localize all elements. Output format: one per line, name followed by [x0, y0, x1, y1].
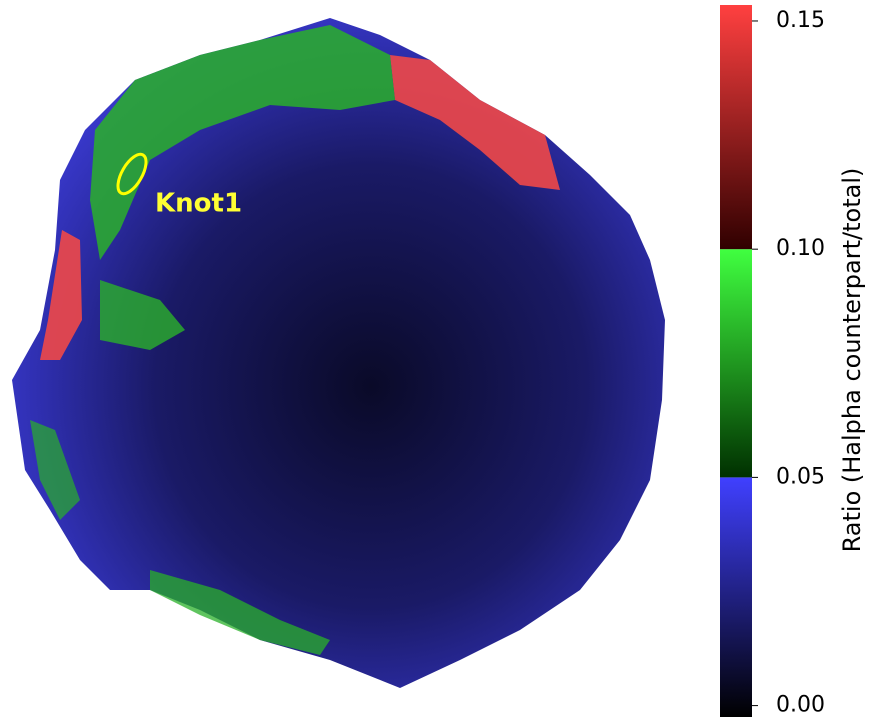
red-edge — [40, 230, 82, 360]
colorbar-segment — [720, 477, 752, 717]
colorbar-tick-label: 0.05 — [776, 464, 825, 489]
colorbar-segment — [720, 5, 752, 250]
colorbar-tick-label: 0.15 — [776, 8, 825, 33]
red-rim — [390, 55, 560, 190]
colorbar-label: Ratio (Halpha counterpart/total) — [838, 168, 866, 553]
knot-marker — [116, 152, 148, 196]
colorbar-tick-label: 0.10 — [776, 236, 825, 261]
green-lower-rim — [150, 570, 330, 655]
colorbar-segment — [720, 249, 752, 478]
annotation: Knot1 — [155, 189, 242, 219]
map-body — [12, 18, 665, 688]
green-patch — [100, 280, 185, 350]
emission-map: Knot1 — [12, 18, 665, 688]
green-rim — [90, 25, 395, 260]
colorbar-tick-label: 0.00 — [776, 693, 825, 718]
green-left-rim — [30, 420, 80, 520]
